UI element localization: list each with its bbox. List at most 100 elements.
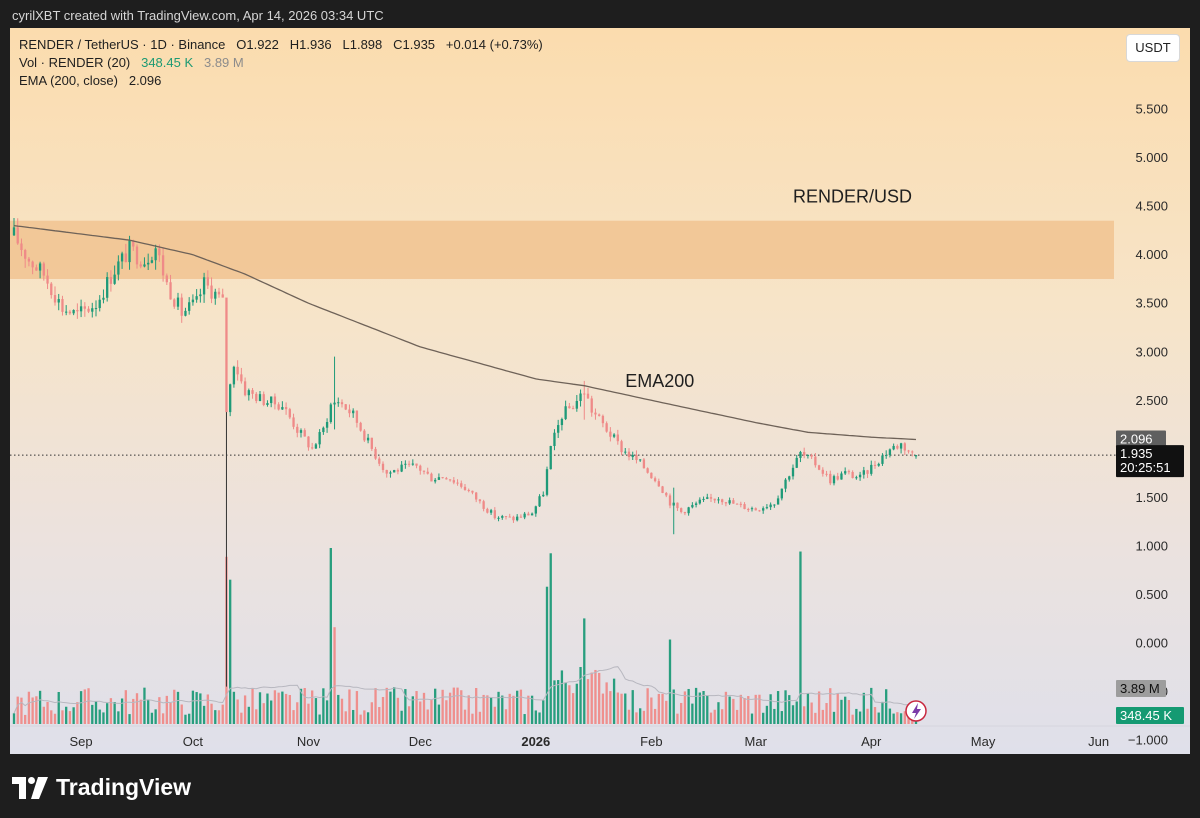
candle-body	[549, 445, 552, 470]
price-tick-label: 0.500	[1135, 587, 1168, 602]
candle-body	[180, 297, 183, 316]
volume-bar	[452, 687, 455, 724]
symbol-name: RENDER / TetherUS · 1D · Binance	[19, 37, 226, 52]
candle-body	[378, 458, 381, 464]
candle-body	[284, 407, 288, 410]
candle-body	[333, 402, 336, 405]
resistance-zone-layer	[10, 220, 1114, 279]
volume-bar	[53, 713, 57, 724]
volume-bar	[832, 711, 836, 724]
volume-bar	[46, 701, 49, 724]
candle-body	[676, 502, 679, 509]
volume-ma-tag-text: 3.89 M	[1120, 681, 1160, 696]
candle-body	[273, 396, 277, 405]
volume-bar	[639, 708, 642, 724]
candle-body	[590, 398, 593, 413]
volume-bar	[385, 687, 388, 724]
volume-bar	[109, 698, 113, 724]
volume-bar	[706, 695, 709, 724]
candle-body	[243, 381, 247, 396]
volume-bar	[415, 691, 418, 724]
volume-bar	[821, 709, 824, 724]
candle-body	[139, 264, 142, 267]
volume-bar	[866, 708, 869, 724]
volume-bar	[400, 710, 403, 724]
volume-bar	[829, 688, 832, 724]
chart-annotation: EMA200	[625, 371, 694, 391]
volume-bar	[482, 694, 485, 724]
candle-body	[620, 441, 623, 453]
volume-bar	[329, 548, 332, 724]
flash-alert-icon-bolt	[912, 703, 921, 719]
candle-body	[445, 478, 448, 480]
currency-unit-button[interactable]: USDT	[1126, 34, 1180, 62]
volume-bar	[24, 714, 27, 724]
ema-value: 2.096	[128, 73, 162, 88]
close-value: C1.935	[393, 37, 436, 52]
candle-body	[892, 445, 895, 450]
candle-body	[803, 451, 806, 456]
volume-bar	[337, 694, 340, 724]
candle-body	[586, 393, 590, 399]
volume-bar	[713, 709, 716, 724]
symbol-legend[interactable]: RENDER / TetherUS · 1D · Binance O1.922 …	[19, 37, 543, 52]
candle-body	[53, 295, 57, 303]
current-price-tag-bg	[1116, 445, 1184, 478]
volume-bar	[538, 712, 541, 724]
volume-legend[interactable]: Vol · RENDER (20) 348.45 K 3.89 M	[19, 55, 244, 70]
volume-bar	[653, 708, 657, 724]
volume-bar	[31, 697, 34, 724]
candle-body	[568, 406, 571, 409]
candle-body	[169, 282, 172, 300]
volume-bar	[642, 710, 646, 724]
candle-body	[907, 450, 910, 452]
candle-body	[844, 471, 847, 474]
volume-bar	[888, 708, 892, 724]
high-value: H1.936	[289, 37, 332, 52]
candle-body	[683, 512, 687, 514]
candle-body	[571, 408, 575, 410]
volume-bar	[150, 712, 154, 724]
volume-bar	[467, 695, 470, 724]
volume-bar	[564, 682, 567, 724]
candle-body	[370, 437, 373, 449]
candle-body	[452, 480, 455, 483]
candle-body	[217, 291, 221, 295]
candle-body	[173, 299, 176, 307]
volume-bar	[303, 688, 306, 724]
price-tick-label: 1.000	[1135, 538, 1168, 553]
candle-body	[780, 488, 783, 499]
volume-bar	[739, 694, 742, 724]
candle-body	[288, 409, 291, 418]
candle-body	[229, 384, 232, 413]
volume-bar	[83, 689, 86, 724]
volume-bar	[530, 695, 534, 724]
volume-bar	[262, 703, 265, 724]
candle-body	[344, 404, 347, 410]
volume-bar	[206, 694, 209, 724]
candle-body	[437, 477, 441, 480]
volume-bar	[616, 692, 619, 724]
volume-bar	[885, 689, 888, 724]
ema-label: EMA (200, close)	[19, 73, 118, 88]
volume-bar	[273, 690, 277, 724]
candle-body	[258, 394, 262, 401]
candle-body	[277, 404, 280, 410]
candle-body	[314, 444, 318, 449]
chart-panel[interactable]: RENDER/USD EMA200 5.500 5.000 4.500 4.000 3.5…	[10, 28, 1190, 754]
candle-body	[61, 299, 64, 312]
candle-body	[132, 240, 135, 247]
price-chart[interactable]: RENDER/USD EMA200 5.500 5.000 4.500 4.000 3.5…	[10, 28, 1190, 754]
candle-body	[754, 508, 757, 511]
candle-body	[322, 427, 325, 433]
volume-bar	[299, 688, 303, 724]
volume-bar	[176, 691, 180, 724]
volume-bar	[255, 709, 258, 724]
candle-body	[407, 463, 411, 465]
current-price-tag-text: 20:25:51	[1120, 460, 1171, 475]
candle-body	[791, 467, 795, 477]
volume-bar	[243, 695, 247, 724]
volume-bar	[553, 680, 556, 724]
ema-legend[interactable]: EMA (200, close) 2.096	[19, 73, 161, 88]
